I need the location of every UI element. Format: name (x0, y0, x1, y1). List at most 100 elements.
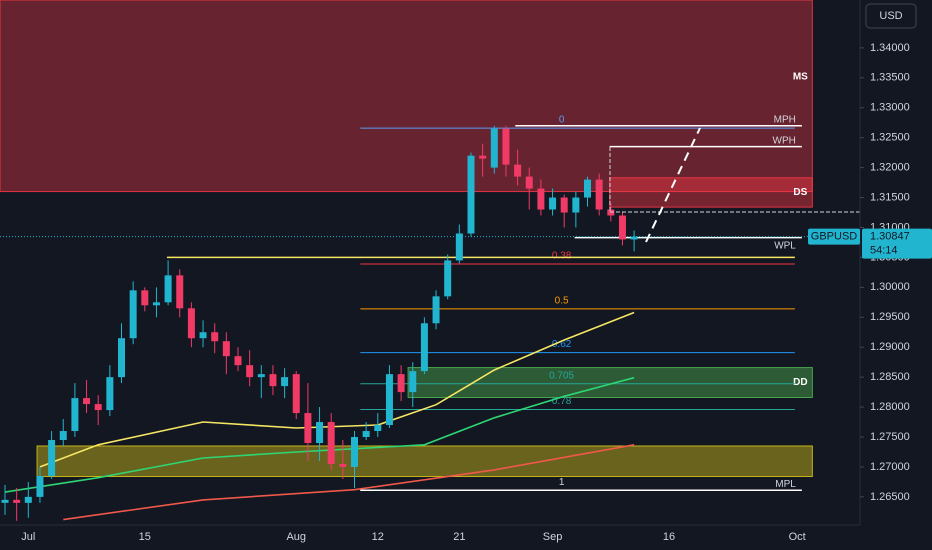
x-tick-label: 15 (139, 531, 151, 543)
x-tick-label: Oct (789, 531, 806, 543)
candle-body (164, 275, 172, 303)
y-tick-label: 1.27500 (870, 431, 910, 443)
bracket (609, 147, 860, 213)
fib-label: 0.62 (552, 339, 572, 350)
candle-body (525, 176, 533, 189)
candle-body (292, 374, 300, 414)
candle-body (584, 179, 591, 198)
zone-label: MS (793, 72, 808, 83)
y-tick-label: 1.32000 (870, 162, 910, 174)
y-tick-label: 1.34000 (870, 42, 910, 54)
zone (609, 177, 813, 208)
candle-body (48, 439, 56, 476)
candle-body (269, 374, 277, 387)
candle-body (420, 323, 428, 372)
currency-button[interactable] (865, 3, 917, 29)
candle-body (211, 332, 219, 342)
candle-body (630, 236, 638, 240)
y-tick-label: 1.29500 (870, 311, 910, 323)
y-tick-label: 1.31500 (870, 191, 910, 203)
currency[interactable]: USD (879, 10, 902, 22)
y-tick-label: 1.29000 (870, 341, 910, 353)
candle-body (83, 398, 91, 405)
candle-body (455, 233, 463, 261)
fib-label: 0.38 (552, 251, 572, 262)
candle-body (618, 215, 626, 240)
candle-body (24, 496, 32, 503)
y-tick-label: 1.33500 (870, 72, 910, 84)
candle-body (549, 197, 557, 210)
level-label: WPL (774, 240, 796, 251)
fib-label: 1 (559, 477, 565, 488)
candle-body (479, 155, 487, 159)
level-label: MPH (774, 114, 796, 125)
moving-average (4, 376, 635, 493)
candle-body (1, 499, 9, 503)
candle-body (339, 463, 347, 467)
candle-body (467, 155, 475, 234)
x-tick-label: 21 (453, 531, 465, 543)
y-tick-label: 1.32500 (870, 132, 910, 144)
y-tick-label: 1.30000 (870, 281, 910, 293)
candle-body (187, 308, 195, 339)
x-tick-label: Sep (543, 531, 563, 543)
candle-body (595, 179, 603, 210)
candle-body (94, 404, 102, 411)
level-label: MPL (775, 479, 796, 490)
zone (407, 367, 813, 398)
y-tick-label: 1.33000 (870, 102, 910, 114)
candle-body (13, 499, 21, 503)
candle-body (409, 371, 417, 393)
candle-body (304, 413, 312, 443)
level-label: WPH (773, 135, 796, 146)
candle-body (432, 296, 440, 324)
x-tick-label: 16 (663, 531, 675, 543)
candle-body (560, 197, 568, 213)
y-tick-label: 1.28500 (870, 371, 910, 383)
symbol-tag (808, 228, 860, 245)
candle-body (362, 431, 370, 438)
candle-body (36, 475, 44, 497)
fib-label: 0 (559, 115, 565, 126)
candle-body (234, 356, 242, 366)
x-tick-label: Jul (21, 531, 35, 543)
countdown: 54:14 (870, 245, 898, 257)
moving-average (63, 444, 635, 521)
candle-body (281, 377, 289, 387)
y-tick-label: 1.28000 (870, 401, 910, 413)
plot-area: MS DS DD 0 0.38 0.5 0.62 0.705 0.78 1 MPH WPH WPL MPL (0, 0, 860, 521)
candle-body (607, 209, 615, 216)
candle-body (514, 164, 522, 177)
fib-label: 0.5 (555, 296, 569, 307)
candle-body (199, 332, 207, 339)
zone (0, 0, 813, 193)
candle-body (374, 425, 382, 432)
x-tick-label: 12 (372, 531, 384, 543)
candle-body (502, 128, 510, 165)
projection-path (645, 127, 701, 243)
candle-body (327, 422, 335, 464)
fib-label: 0.78 (552, 396, 572, 407)
x-tick-label: Aug (286, 531, 306, 543)
fib-label: 0.705 (549, 370, 574, 381)
axes: 1.26500 1.27000 1.27500 1.28000 1.28500 1.290… (21, 42, 932, 543)
candle-body (222, 341, 230, 357)
candle-body (572, 197, 580, 213)
candle-body (490, 128, 498, 168)
candle-body (397, 374, 405, 393)
candle-body (59, 431, 67, 440)
candle-body (129, 290, 137, 339)
candle-body (176, 275, 184, 309)
y-tick-label: 1.26500 (870, 491, 910, 503)
candle-body (351, 437, 358, 467)
symbol-label: GBPUSD (811, 231, 858, 243)
candle-body (316, 422, 324, 443)
candle-body (118, 338, 125, 378)
zone (36, 445, 813, 478)
candle-body (152, 302, 160, 306)
candle-body (385, 374, 393, 426)
candle-body (141, 290, 149, 306)
price-tag (862, 228, 932, 259)
